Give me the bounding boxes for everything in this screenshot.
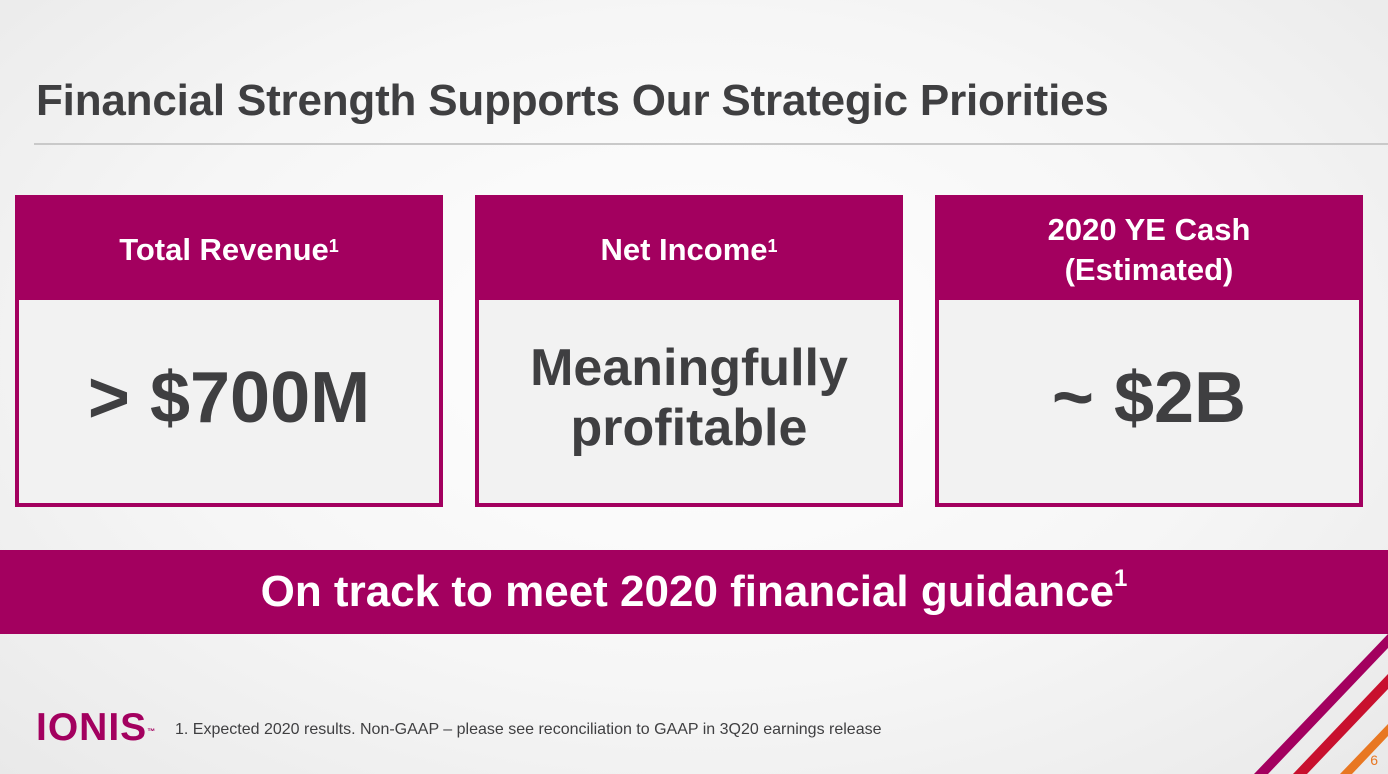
title-divider (34, 143, 1388, 145)
stripe-red (1293, 674, 1388, 774)
page-number: 6 (1370, 752, 1378, 768)
ye-cash-card: 2020 YE Cash (Estimated) ~ $2B (935, 195, 1363, 507)
trademark-symbol: ™ (147, 727, 156, 736)
card-value: > $700M (19, 300, 439, 503)
card-value-line-1: Meaningfully (530, 338, 848, 397)
corner-stripes-decoration (1254, 634, 1388, 774)
card-heading: Net Income1 (479, 199, 899, 300)
ionis-logo: IONIS™ (36, 708, 155, 748)
logo-text: IONIS (36, 706, 148, 749)
card-value: Meaningfully profitable (479, 300, 899, 503)
footnote-marker: 1 (328, 235, 339, 256)
card-value: ~ $2B (939, 300, 1359, 503)
footnote: 1. Expected 2020 results. Non-GAAP – ple… (175, 721, 882, 738)
footnote-marker: 1 (767, 235, 778, 256)
card-heading-line-1: 2020 YE Cash (1047, 211, 1251, 247)
card-heading: Total Revenue1 (19, 199, 439, 300)
card-heading-text: Total Revenue (119, 231, 329, 267)
guidance-banner: On track to meet 2020 financial guidance… (0, 550, 1388, 634)
card-value-text: ~ $2B (1051, 357, 1247, 438)
card-heading-line-2: (Estimated) (1064, 251, 1234, 287)
stripe-magenta (1254, 634, 1388, 774)
net-income-card: Net Income1 Meaningfully profitable (475, 195, 903, 507)
card-value-text: > $700M (87, 357, 371, 438)
card-heading: 2020 YE Cash (Estimated) (939, 199, 1359, 300)
stripe-orange (1340, 724, 1388, 774)
card-value-line-2: profitable (570, 398, 808, 457)
slide-title: Financial Strength Supports Our Strategi… (36, 76, 1109, 125)
banner-text: On track to meet 2020 financial guidance (260, 567, 1115, 616)
footnote-marker: 1 (1114, 565, 1128, 592)
total-revenue-card: Total Revenue1 > $700M (15, 195, 443, 507)
card-heading-text: Net Income (600, 231, 768, 267)
